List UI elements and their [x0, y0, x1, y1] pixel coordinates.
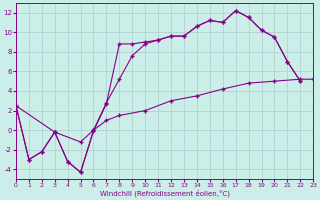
X-axis label: Windchill (Refroidissement éolien,°C): Windchill (Refroidissement éolien,°C) — [100, 190, 229, 197]
